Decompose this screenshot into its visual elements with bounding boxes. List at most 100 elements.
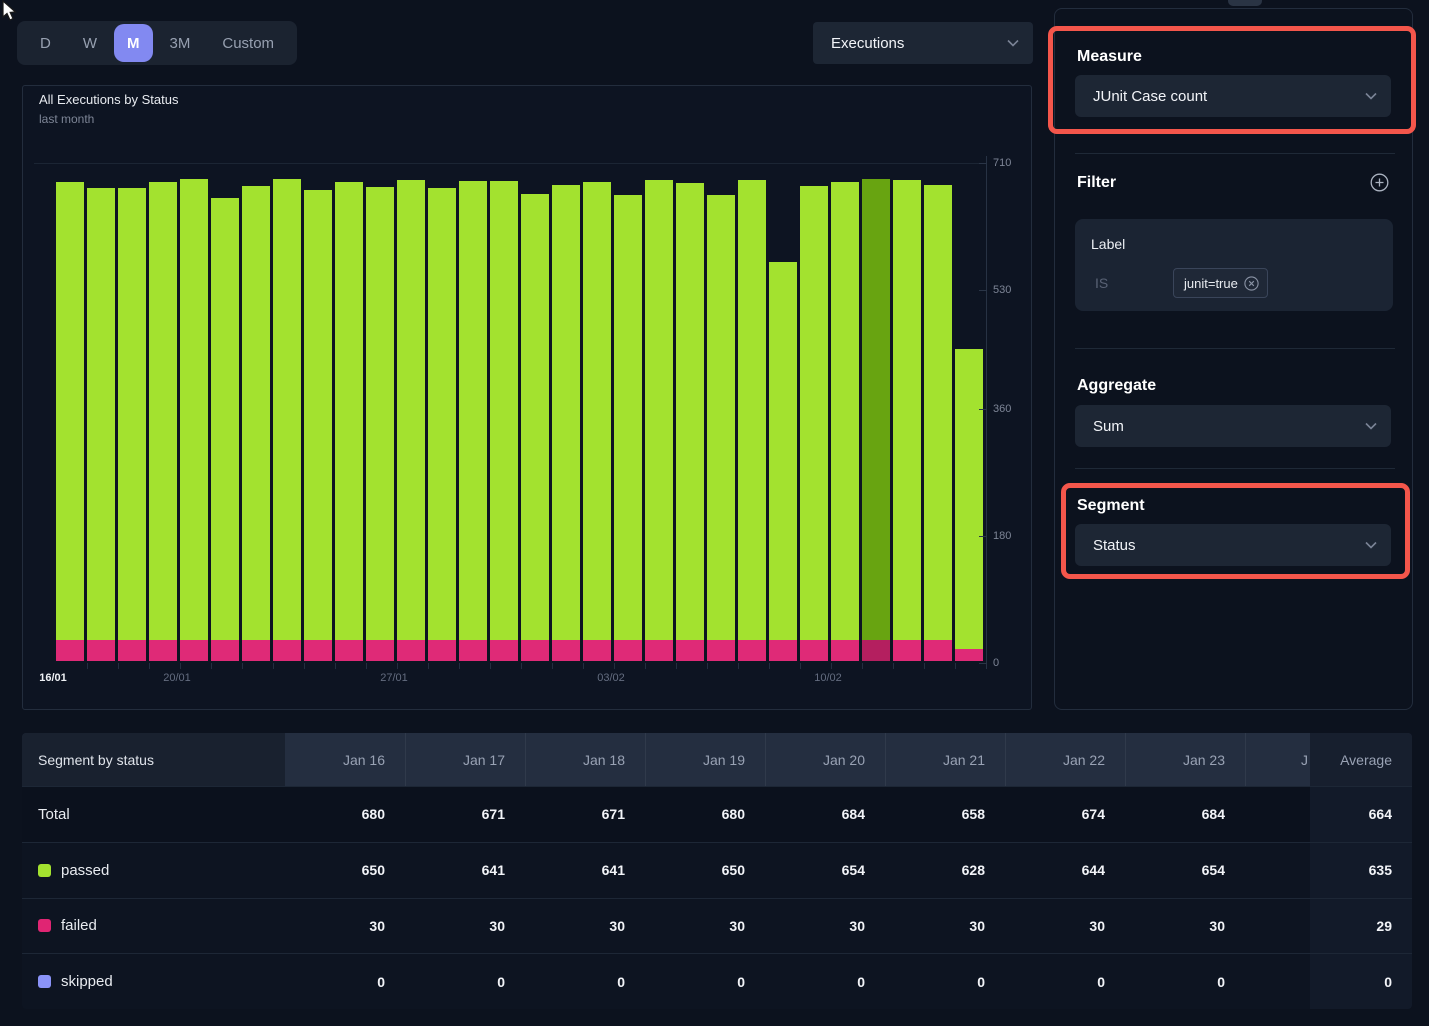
x-tick-label: 16/01 [39,672,67,684]
segment-table: Segment by status Jan 16 Jan 17 Jan 18 Jan 1… [22,733,1412,1009]
x-axis-tick [397,663,398,669]
bar-group[interactable] [366,61,394,661]
table-row: Total 680 671 671 680 684 658 674 684 664 [22,786,1412,842]
bar-group[interactable] [924,61,952,661]
bar-group[interactable] [955,61,983,661]
x-axis-tick [149,663,150,669]
table-cell: 684 [841,806,865,823]
bar-failed-segment [862,639,890,661]
segment-select[interactable]: Status [1075,524,1391,566]
aggregate-select-value: Sum [1093,417,1124,435]
x-axis-tick [645,663,646,669]
bar-group[interactable] [676,61,704,661]
bar-group[interactable] [242,61,270,661]
executions-select[interactable]: Executions [813,22,1033,64]
chart-panel: All Executions by Status last month 0 180… [22,85,1032,710]
table-cell: 650 [721,862,745,879]
time-range-m[interactable]: M [114,24,153,62]
time-range-d[interactable]: D [40,34,51,52]
measure-select-value: JUnit Case count [1093,87,1208,105]
segment-label: Segment [1077,497,1145,514]
bar-group[interactable] [831,61,859,661]
bar-failed-segment [490,639,518,661]
table-row: failed 30 30 30 30 30 30 30 30 29 [22,897,1412,954]
x-axis-tick [738,663,739,669]
failed-swatch-icon [38,919,51,933]
row-label-cell: failed [22,899,285,954]
bar-group[interactable] [428,61,456,661]
y-axis-tick [979,536,987,538]
bar-passed-segment [118,188,146,640]
bar-group[interactable] [149,61,177,661]
bar-group[interactable] [738,61,766,661]
bar-passed-segment [149,182,177,640]
bar-group[interactable] [490,61,518,661]
bar-group[interactable] [521,61,549,661]
bar-group[interactable] [583,61,611,661]
bar-group[interactable] [87,61,115,661]
bar-group[interactable] [56,61,84,661]
measure-label: Measure [1077,48,1142,65]
bar-group[interactable] [552,61,580,661]
bar-passed-segment [366,187,394,640]
bar-group[interactable] [645,61,673,661]
bar-group[interactable] [180,61,208,661]
row-label-cell: skipped [22,954,285,1009]
bar-group[interactable] [800,61,828,661]
bar-group[interactable] [335,61,363,661]
bar-failed-segment [211,639,239,661]
table-cell: 30 [489,917,505,934]
table-cell: 30 [369,917,385,934]
add-filter-icon[interactable] [1370,173,1389,192]
aggregate-label: Aggregate [1077,377,1157,394]
time-range-custom[interactable]: Custom [222,34,275,52]
x-axis-tick [831,663,832,669]
filter-chip-label: junit=true [1184,275,1238,291]
y-axis-tick [979,409,987,411]
bar-failed-segment [118,639,146,661]
table-cell-clipped [1245,954,1310,1009]
measure-select[interactable]: JUnit Case count [1075,75,1391,117]
x-axis-tick [87,663,88,669]
bar-failed-segment [180,639,208,661]
gridline [34,163,986,164]
y-axis-tick [979,289,987,291]
table-cell: 0 [737,973,745,990]
aggregate-select[interactable]: Sum [1075,405,1391,447]
bar-group[interactable] [893,61,921,661]
bar-group[interactable] [273,61,301,661]
table-cell: 0 [617,973,625,990]
filter-chip[interactable]: junit=true [1173,268,1268,298]
y-tick-label: 360 [993,403,1012,416]
bar-group[interactable] [614,61,642,661]
bar-passed-segment [180,179,208,640]
bar-failed-segment [87,639,115,661]
bar-group[interactable] [211,61,239,661]
bar-passed-segment [862,179,890,640]
time-range-w[interactable]: W [82,34,98,52]
x-axis-tick [583,663,584,669]
y-axis-tick [979,163,987,164]
bar-failed-segment [397,639,425,661]
bar-group[interactable] [862,61,890,661]
remove-chip-icon[interactable] [1244,275,1259,291]
bar-group[interactable] [459,61,487,661]
bar-group[interactable] [397,61,425,661]
table-cell: 684 [1201,806,1225,823]
x-axis-tick [335,663,336,669]
time-range-3m[interactable]: 3M [169,34,191,52]
table-cell-average: 664 [1310,787,1412,842]
bar-group[interactable] [304,61,332,661]
table-cell: 0 [857,973,865,990]
bar-group[interactable] [769,61,797,661]
bar-passed-segment [428,188,456,640]
bar-group[interactable] [118,61,146,661]
bar-passed-segment [304,189,332,640]
x-axis-tick [304,663,305,669]
chevron-down-icon [1365,422,1377,430]
bar-passed-segment [800,185,828,640]
passed-swatch-icon [38,863,51,877]
bar-group[interactable] [707,61,735,661]
x-axis-tick [552,663,553,669]
table-header-cell: Jan 23 [1125,733,1245,786]
